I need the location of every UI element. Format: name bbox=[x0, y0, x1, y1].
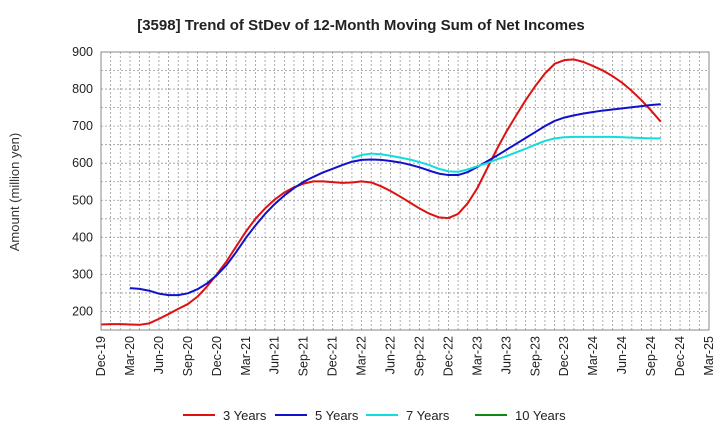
y-tick-label: 800 bbox=[72, 82, 93, 96]
x-tick-label: Sep-22 bbox=[412, 336, 426, 376]
x-tick-label: Mar-23 bbox=[470, 336, 484, 376]
series-line-5-years bbox=[129, 103, 661, 297]
chart-title: [3598] Trend of StDev of 12-Month Moving… bbox=[137, 17, 585, 34]
x-tick-label: Sep-20 bbox=[181, 336, 195, 376]
legend-label: 7 Years bbox=[406, 408, 450, 423]
y-axis-label: Amount (million yen) bbox=[7, 133, 22, 252]
x-tick-label: Dec-21 bbox=[326, 336, 340, 376]
y-tick-labels: 200 300 400 500 600 700 800 900 bbox=[72, 45, 93, 318]
x-tick-label: Mar-24 bbox=[586, 336, 600, 376]
x-tick-labels: Dec-19 Mar-20 Jun-20 Sep-20 Dec-20 Mar-21 Jun-… bbox=[94, 336, 716, 376]
x-tick-label: Sep-21 bbox=[297, 336, 311, 376]
series-lines bbox=[100, 58, 662, 326]
x-tick-label: Mar-21 bbox=[239, 336, 253, 376]
legend: 3 Years 5 Years 7 Years 10 Years bbox=[183, 408, 566, 423]
legend-label: 3 Years bbox=[223, 408, 267, 423]
legend-label: 5 Years bbox=[315, 408, 359, 423]
y-tick-label: 900 bbox=[72, 45, 93, 59]
plot-frame bbox=[100, 51, 710, 331]
x-tick-label: Mar-22 bbox=[355, 336, 369, 376]
y-tick-label: 300 bbox=[72, 267, 93, 281]
y-tick-label: 400 bbox=[72, 230, 93, 244]
x-tick-label: Dec-19 bbox=[94, 336, 108, 376]
y-tick-label: 500 bbox=[72, 193, 93, 207]
y-tick-label: 700 bbox=[72, 119, 93, 133]
y-tick-label: 200 bbox=[72, 304, 93, 318]
x-tick-label: Jun-23 bbox=[499, 336, 513, 374]
legend-label: 10 Years bbox=[515, 408, 566, 423]
y-tick-label: 600 bbox=[72, 156, 93, 170]
grid bbox=[101, 52, 709, 330]
x-tick-label: Dec-20 bbox=[210, 336, 224, 376]
x-tick-label: Dec-23 bbox=[557, 336, 571, 376]
x-tick-label: Sep-24 bbox=[644, 336, 658, 376]
series-line-3-years bbox=[100, 58, 662, 326]
x-tick-label: Mar-20 bbox=[123, 336, 137, 376]
x-tick-label: Jun-20 bbox=[152, 336, 166, 374]
x-tick-label: Dec-24 bbox=[673, 336, 687, 376]
x-tick-label: Dec-22 bbox=[441, 336, 455, 376]
x-tick-label: Jun-22 bbox=[384, 336, 398, 374]
x-tick-label: Jun-21 bbox=[268, 336, 282, 374]
x-tick-label: Mar-25 bbox=[702, 336, 716, 376]
x-tick-label: Sep-23 bbox=[528, 336, 542, 376]
series-line-7-years bbox=[351, 135, 661, 173]
x-tick-label: Jun-24 bbox=[615, 336, 629, 374]
